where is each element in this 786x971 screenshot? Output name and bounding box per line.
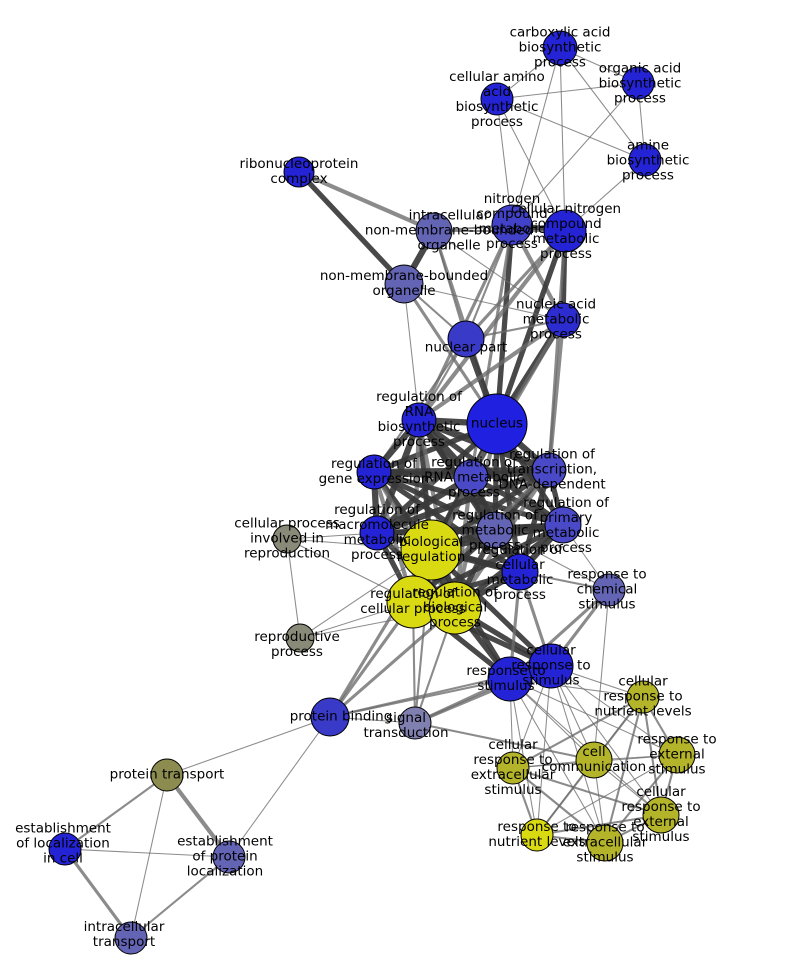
graph-edge — [296, 169, 437, 234]
graph-edge — [559, 47, 646, 161]
graph-node[interactable] — [384, 264, 424, 304]
graph-edge — [328, 606, 457, 719]
graph-edge — [511, 766, 607, 845]
graph-node[interactable] — [621, 66, 655, 100]
graph-node[interactable] — [543, 209, 587, 253]
graph-node[interactable] — [398, 706, 432, 740]
graph-edge — [166, 716, 331, 776]
graph-node[interactable] — [212, 840, 246, 874]
graph-edge — [403, 283, 564, 321]
graph-edge — [403, 283, 420, 421]
graph-node[interactable] — [544, 506, 582, 544]
graph-node[interactable] — [401, 402, 437, 438]
graph-edge — [373, 473, 475, 537]
graph-node[interactable] — [447, 320, 485, 358]
graph-node[interactable] — [283, 156, 315, 188]
graph-node[interactable] — [520, 818, 554, 852]
graph-node[interactable] — [480, 82, 514, 116]
graph-node[interactable] — [476, 511, 514, 549]
graph-node[interactable] — [501, 553, 539, 591]
graph-edge — [511, 47, 561, 226]
graph-node[interactable] — [285, 623, 315, 653]
graph-node[interactable] — [428, 581, 482, 635]
graph-edge — [494, 529, 610, 591]
graph-node[interactable] — [359, 515, 395, 551]
graph-node[interactable] — [272, 524, 302, 554]
graph-edge — [228, 716, 331, 858]
graph-edge — [496, 82, 639, 100]
graph-edge — [546, 317, 566, 473]
graph-edge — [286, 538, 301, 639]
graph-edge — [559, 47, 566, 232]
graph-node[interactable] — [487, 656, 533, 702]
graph-edge — [509, 678, 606, 844]
graph-edge — [413, 721, 596, 762]
graph-edge — [494, 228, 568, 427]
graph-node[interactable] — [626, 680, 660, 714]
graph-edge — [494, 222, 515, 427]
graph-node[interactable] — [642, 796, 680, 834]
graph-edge — [535, 813, 663, 837]
graph-node[interactable] — [531, 452, 567, 488]
graph-node[interactable] — [466, 393, 528, 455]
graph-edge — [550, 665, 662, 816]
node-layer — [48, 30, 696, 955]
graph-edge — [64, 848, 230, 858]
graph-node[interactable] — [658, 736, 696, 774]
graph-node[interactable] — [48, 832, 82, 866]
graph-node[interactable] — [542, 30, 578, 66]
graph-edge — [63, 773, 169, 851]
graph-edge — [373, 466, 553, 537]
graph-node[interactable] — [310, 697, 350, 737]
graph-node[interactable] — [575, 741, 613, 779]
graph-node[interactable] — [545, 302, 581, 338]
graph-edge — [416, 317, 566, 423]
graph-node[interactable] — [592, 573, 626, 607]
graph-edge — [511, 82, 639, 226]
graph-edge — [496, 98, 566, 232]
graph-edge — [496, 98, 646, 161]
graph-node[interactable] — [628, 143, 662, 177]
graph-node[interactable] — [415, 212, 453, 250]
graph-edge — [603, 695, 645, 845]
graph-node[interactable] — [496, 751, 530, 785]
graph-edge — [433, 230, 564, 321]
graph-edge — [496, 98, 513, 226]
edge-layer — [63, 47, 679, 940]
graph-edge — [550, 665, 678, 756]
graph-edge — [593, 589, 610, 761]
graph-edge — [536, 754, 678, 836]
graph-node[interactable] — [356, 454, 392, 490]
graph-edge — [511, 766, 663, 817]
graph-edge — [416, 228, 568, 423]
graph-node[interactable] — [586, 824, 624, 862]
graph-edge — [164, 772, 232, 860]
graph-node[interactable] — [528, 643, 574, 689]
graph-node[interactable] — [453, 459, 489, 495]
graph-edge — [511, 695, 645, 770]
graph-edge — [129, 855, 231, 940]
graph-edge — [63, 847, 133, 940]
graph-node[interactable] — [150, 758, 184, 792]
graph-edge — [296, 169, 407, 287]
graph-edge — [130, 774, 168, 939]
graph-node[interactable] — [114, 921, 148, 955]
graph-node[interactable] — [491, 204, 533, 246]
graph-node[interactable] — [400, 519, 462, 581]
